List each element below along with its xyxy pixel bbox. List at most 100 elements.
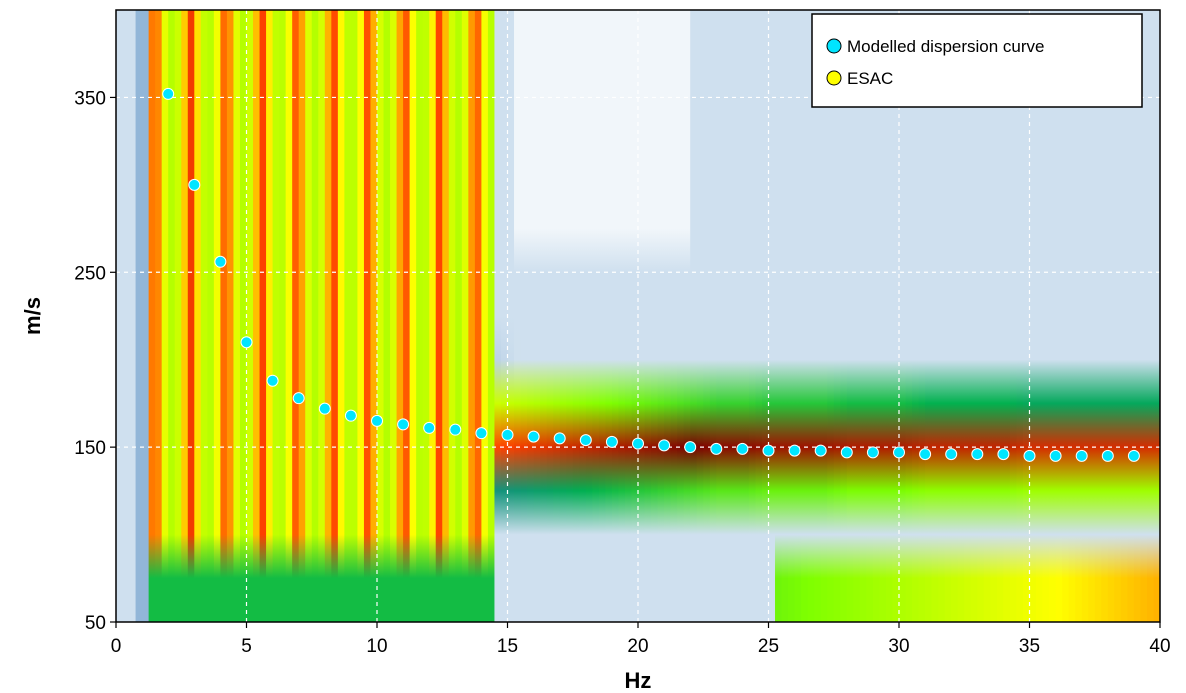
heatmap-column: [983, 10, 991, 622]
heatmap-column: [311, 10, 319, 622]
heatmap-column: [1049, 10, 1057, 622]
modelled-point: [527, 430, 540, 443]
heatmap-column: [722, 10, 730, 622]
heatmap-column: [879, 10, 887, 622]
heatmap-column: [931, 10, 939, 622]
heatmap-column: [716, 10, 724, 622]
modelled-point: [1049, 449, 1062, 462]
modelled-point: [658, 439, 671, 452]
x-axis-ticks: 0 5 10 15 20 25 30 35 40: [111, 622, 1171, 657]
heatmap-column: [318, 10, 326, 622]
heatmap-column: [1140, 10, 1148, 622]
heatmap-column: [161, 10, 169, 622]
heatmap-column: [448, 10, 456, 622]
heatmap-column: [337, 10, 345, 622]
y-tick-label: 150: [74, 438, 106, 459]
heatmap-column: [403, 10, 411, 622]
heatmap-column: [344, 10, 352, 622]
modelled-point: [423, 421, 436, 434]
legend-label-esac: ESAC: [847, 69, 893, 88]
heatmap-column: [246, 10, 254, 622]
heatmap-column: [768, 10, 776, 622]
heatmap-column: [925, 10, 933, 622]
heatmap-column: [292, 10, 300, 622]
heatmap-column: [696, 10, 704, 622]
heatmap-column: [422, 10, 430, 622]
modelled-point: [684, 441, 697, 454]
heatmap-column: [592, 10, 600, 622]
heatmap-column: [279, 10, 287, 622]
heatmap-column: [226, 10, 235, 622]
heatmap-column: [1068, 10, 1076, 622]
heatmap-column: [200, 10, 208, 622]
heatmap-layer: [116, 10, 1160, 622]
heatmap-column: [350, 10, 359, 622]
heatmap-column: [409, 10, 417, 622]
heatmap-column: [566, 10, 574, 622]
heatmap-column: [540, 10, 548, 622]
heatmap-column: [742, 10, 750, 622]
heatmap-column: [944, 10, 952, 622]
modelled-point: [266, 374, 279, 387]
modelled-point: [762, 444, 775, 457]
heatmap-column: [801, 10, 809, 622]
heatmap-column: [253, 10, 261, 622]
heatmap-column: [748, 10, 757, 622]
legend-marker-esac: [826, 70, 842, 86]
x-tick-label: 25: [758, 636, 779, 657]
heatmap-column: [1133, 10, 1142, 622]
modelled-point: [632, 437, 644, 450]
modelled-point: [710, 442, 723, 455]
modelled-point: [736, 442, 749, 455]
heatmap-column: [957, 10, 965, 622]
heatmap-column: [1075, 10, 1083, 622]
heatmap-column: [1022, 10, 1031, 622]
modelled-point: [945, 448, 958, 461]
y-tick-label: 50: [85, 613, 106, 634]
legend-label-modelled: Modelled dispersion curve: [847, 37, 1045, 56]
heatmap-column: [892, 10, 900, 622]
heatmap-column: [305, 10, 313, 622]
modelled-point: [318, 402, 331, 415]
heatmap-column: [853, 10, 861, 622]
modelled-point: [371, 414, 383, 427]
heatmap-column: [181, 10, 189, 622]
heatmap-column: [964, 10, 972, 622]
heatmap-column: [677, 10, 685, 622]
x-tick-label: 15: [497, 636, 518, 657]
heatmap-column: [872, 10, 881, 622]
x-axis-title: Hz: [625, 668, 652, 693]
modelled-point: [971, 448, 984, 461]
modelled-point: [866, 446, 879, 459]
heatmap-column: [761, 10, 770, 622]
heatmap-column: [1016, 10, 1024, 622]
heatmap-column: [194, 10, 202, 622]
heatmap-column: [168, 10, 176, 622]
heatmap-column: [631, 10, 639, 622]
heatmap-column: [148, 10, 156, 622]
x-tick-label: 35: [1019, 636, 1040, 657]
heatmap-column: [951, 10, 959, 622]
x-tick-label: 5: [241, 636, 252, 657]
y-tick-label: 250: [74, 263, 106, 284]
heatmap-column: [1120, 10, 1128, 622]
heatmap-column: [996, 10, 1004, 622]
heatmap-column: [1107, 10, 1115, 622]
heatmap-column: [820, 10, 828, 622]
modelled-point: [997, 448, 1010, 461]
heatmap-column: [487, 10, 496, 622]
heatmap-column: [905, 10, 913, 622]
y-axis-ticks: 50 150 250 350: [74, 88, 116, 634]
heatmap-column: [357, 10, 365, 622]
heatmap-column: [859, 10, 867, 622]
modelled-point: [501, 428, 514, 441]
heatmap-column: [239, 10, 248, 622]
heatmap-column: [885, 10, 894, 622]
modelled-point: [840, 446, 853, 459]
heatmap-column: [827, 10, 835, 622]
heatmap-column: [514, 10, 522, 622]
heatmap-column: [416, 10, 424, 622]
legend-marker-modelled: [826, 38, 842, 54]
modelled-point: [553, 432, 566, 445]
heatmap-column: [442, 10, 450, 622]
